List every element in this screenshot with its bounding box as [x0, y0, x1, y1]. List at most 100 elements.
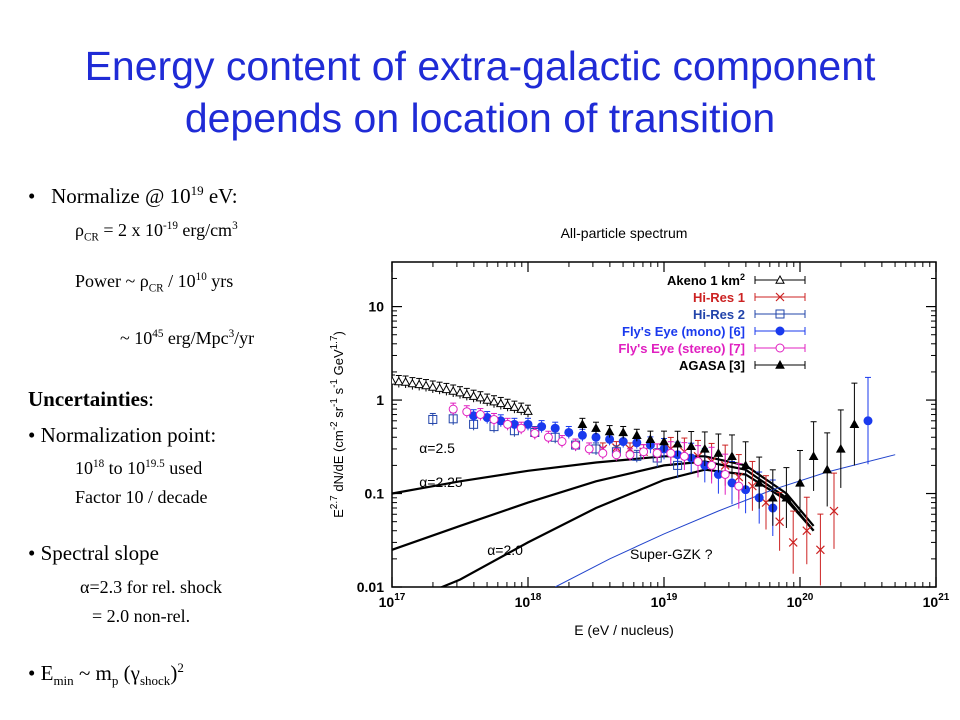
data-point [448, 404, 458, 414]
data-point [495, 398, 506, 408]
emin-gamma: γ [130, 661, 140, 685]
data-point [550, 423, 560, 433]
data-point [392, 375, 397, 385]
x-tick-label: 1019 [651, 592, 678, 610]
data-point [598, 448, 608, 458]
bullet-emin: • Emin ~ mp (γshock)2 [28, 660, 184, 689]
data-point [503, 419, 513, 429]
data-point [475, 392, 486, 402]
data-point [591, 432, 601, 442]
data-point [815, 545, 825, 555]
x-axis-label: E (eV / nucleus) [574, 622, 674, 638]
legend-label: Hi-Res 2 [693, 307, 745, 322]
data-point [761, 498, 771, 508]
emin-close: ) [170, 661, 178, 685]
data-point [516, 404, 527, 413]
slide-title: Energy content of extra-galactic compone… [0, 40, 960, 144]
legend-label: AGASA [3] [679, 358, 745, 373]
data-point [564, 427, 574, 437]
uncertainties-colon: : [148, 387, 154, 411]
data-point [427, 381, 438, 391]
data-point [400, 376, 411, 386]
data-point [686, 441, 697, 451]
uncertainties-heading: Uncertainties: [28, 386, 154, 412]
bullet-dot: • [28, 184, 36, 208]
x-tick-label: 1020 [787, 592, 814, 610]
data-point [618, 437, 628, 447]
bullet-dot: • [28, 423, 36, 447]
rho-sub: CR [83, 231, 99, 244]
data-point [727, 451, 737, 461]
x-tick-label: 1017 [379, 592, 406, 610]
data-point [434, 383, 445, 392]
alpha1-line: α=2.3 for rel. shock [80, 574, 222, 600]
legend-label: Hi-Res 1 [693, 290, 745, 305]
data-point [577, 430, 587, 440]
data-point [618, 427, 629, 437]
data-point [666, 448, 676, 458]
emin-close-exp: 2 [177, 660, 184, 675]
emin-m-sub: p [111, 673, 119, 689]
legend-label: Fly's Eye (stereo) [7] [618, 341, 745, 356]
norm-range-tail: used [164, 458, 203, 478]
power2-text: ~ 10 [120, 328, 153, 348]
data-point [489, 414, 499, 424]
data-point [652, 448, 662, 458]
emin-E: E [40, 661, 54, 685]
data-point [775, 343, 785, 353]
data-point [720, 469, 730, 479]
data-point [462, 407, 472, 417]
emin-gamma-sub: shock [139, 673, 171, 689]
data-point [523, 406, 533, 415]
data-point [393, 376, 404, 386]
data-point [775, 326, 785, 336]
data-point [775, 517, 785, 527]
norm-range-a: 10 [75, 458, 93, 478]
data-point [441, 384, 452, 394]
rho-unit-exp: 3 [232, 220, 238, 232]
data-point [734, 481, 744, 491]
data-point [699, 443, 710, 453]
norm-point-text: Normalization point: [40, 423, 217, 447]
data-point [407, 378, 418, 388]
plot-area [392, 374, 896, 587]
emin-open: ( [118, 661, 131, 685]
data-point [530, 428, 540, 438]
model-curve-label: α=2.25 [419, 474, 463, 490]
data-point [577, 419, 588, 429]
data-point [571, 440, 581, 450]
x-tick-label: 1021 [923, 592, 950, 610]
y-tick-label: 1 [376, 392, 384, 408]
spectral-slope-text: Spectral slope [40, 541, 159, 565]
rho-text: = 2 x 10 [98, 220, 164, 240]
data-point [672, 438, 683, 448]
data-point [795, 477, 805, 487]
data-point [754, 477, 765, 487]
data-point [775, 359, 785, 369]
rho-unit: erg/cm [177, 220, 233, 240]
data-point [788, 537, 798, 547]
model-curve-label: α=2.5 [419, 440, 455, 456]
normalize-exp: 19 [190, 183, 204, 198]
data-point [428, 414, 438, 424]
power-mid: / 10 [163, 271, 196, 291]
bullet-dot: • [28, 541, 36, 565]
data-point [625, 450, 635, 460]
legend-label: Akeno 1 km2 [667, 272, 745, 288]
bullet-dot: • [28, 661, 36, 685]
norm-range-a-exp: 18 [93, 458, 105, 470]
data-point [679, 451, 689, 461]
data-point [537, 422, 547, 432]
bullet-normalize: • Normalize @ 1019 eV: [28, 183, 238, 209]
data-point [468, 391, 479, 400]
data-point [489, 396, 499, 406]
norm-range-b-exp: 19.5 [145, 458, 165, 470]
model-curve-label: α=2.0 [487, 542, 523, 558]
data-point [421, 380, 431, 390]
power2-exp: 45 [152, 328, 164, 340]
y-tick-label: 0.1 [365, 486, 385, 502]
power-rho: ρ [139, 271, 149, 291]
uncertainties-label: Uncertainties [28, 387, 149, 411]
power-rho-sub: CR [148, 282, 164, 295]
data-point [611, 450, 621, 460]
